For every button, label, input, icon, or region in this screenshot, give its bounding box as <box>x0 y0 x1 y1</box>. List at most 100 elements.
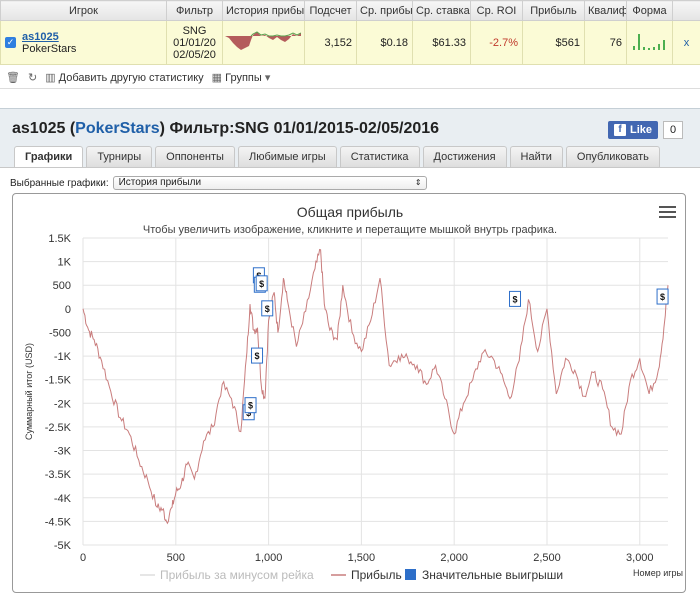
col-avg-profit-header[interactable]: Ср. прибыль <box>357 1 413 21</box>
refresh-icon[interactable]: ↻ <box>28 71 37 84</box>
player-site: PokerStars <box>22 43 76 55</box>
big-win-marker: $ <box>262 301 273 316</box>
avg-roi-cell: -2.7% <box>471 21 523 65</box>
groups-label: Группы <box>225 72 262 84</box>
filter-type: SNG <box>183 25 207 37</box>
player-link[interactable]: as1025 <box>22 31 59 43</box>
col-remove-header <box>673 1 700 21</box>
y-tick-label: -4.5K <box>45 516 72 528</box>
dollar-icon: $ <box>259 279 264 289</box>
col-player-header[interactable]: Игрок <box>1 1 167 21</box>
table-row: ✓ as1025 PokerStars SNG 01/01/20 02/05/2… <box>1 21 700 65</box>
big-win-marker: $ <box>245 398 256 413</box>
filter-from: 01/01/20 <box>173 37 216 49</box>
profit-series-line <box>83 250 668 524</box>
row-checkbox[interactable]: ✓ <box>5 37 16 48</box>
tab-find[interactable]: Найти <box>510 146 563 167</box>
y-tick-label: -3.5K <box>45 469 72 481</box>
tab-bar: Графики Турниры Оппоненты Любимые игры С… <box>14 146 660 167</box>
facebook-like: f Like 0 <box>608 121 683 139</box>
table-toolbar: 🗑 ↻ ▥ Добавить другую статистику ▦ Групп… <box>0 67 700 89</box>
fb-like-button[interactable]: f Like <box>608 121 658 139</box>
x-tick-label: 1,500 <box>348 552 376 564</box>
avg-stake-cell: $61.33 <box>413 21 471 65</box>
tab-graphs[interactable]: Графики <box>14 146 83 167</box>
col-form-header[interactable]: Форма <box>627 1 673 21</box>
legend-rake-label: Прибыль за минусом рейка <box>160 568 314 582</box>
fb-like-count: 0 <box>663 121 683 139</box>
x-tick-label: 2,000 <box>440 552 468 564</box>
chart-title: Общая прибыль <box>297 204 403 220</box>
qualif-cell: 76 <box>585 21 627 65</box>
col-avg-roi-header[interactable]: Ср. ROI <box>471 1 523 21</box>
trash-icon[interactable]: 🗑 <box>6 71 20 84</box>
y-tick-label: -1K <box>54 351 72 363</box>
tab-tournaments[interactable]: Турниры <box>86 146 152 167</box>
y-axis-label: Суммарный итог (USD) <box>24 343 34 440</box>
groups-button[interactable]: ▦ Группы ▾ <box>212 71 271 84</box>
count-cell: 3,152 <box>305 21 357 65</box>
x-tick-label: 0 <box>80 552 86 564</box>
col-filter-header[interactable]: Фильтр <box>167 1 223 21</box>
tab-publish[interactable]: Опубликовать <box>566 146 660 167</box>
x-axis-label: Номер игры <box>633 568 683 578</box>
page-title: as1025 (PokerStars) Фильтр:SNG 01/01/201… <box>12 120 439 138</box>
title-player: as1025 <box>12 120 65 137</box>
y-tick-label: -2.5K <box>45 422 72 434</box>
x-tick-label: 500 <box>167 552 185 564</box>
history-sparkline-cell <box>223 21 305 65</box>
graph-select-value: История прибыли <box>119 177 201 188</box>
y-tick-label: 1K <box>58 257 72 269</box>
table-header-row: Игрок Фильтр История прибыли Подсчет Ср.… <box>1 1 700 21</box>
avg-profit-cell: $0.18 <box>357 21 413 65</box>
add-stats-label: Добавить другую статистику <box>59 72 204 84</box>
player-cell: ✓ as1025 PokerStars <box>1 21 167 65</box>
columns-icon: ▥ <box>45 72 55 84</box>
y-tick-label: -2K <box>54 398 72 410</box>
big-win-marker: $ <box>256 276 267 291</box>
col-history-header[interactable]: История прибыли <box>223 1 305 21</box>
legend-bigwin-label: Значительные выигрыши <box>422 568 563 582</box>
big-win-marker: $ <box>252 348 263 363</box>
tab-achievements[interactable]: Достижения <box>423 146 507 167</box>
tab-statistics[interactable]: Статистика <box>340 146 420 167</box>
graph-select-label: Выбранные графики: <box>10 178 109 189</box>
y-tick-label: 0 <box>65 304 71 316</box>
legend-profit-label: Прибыль <box>351 568 402 582</box>
fb-like-label: Like <box>630 121 652 139</box>
player-panel: as1025 (PokerStars) Фильтр:SNG 01/01/201… <box>0 108 700 599</box>
title-site-link[interactable]: PokerStars <box>75 120 160 137</box>
col-count-header[interactable]: Подсчет <box>305 1 357 21</box>
stats-table: Игрок Фильтр История прибыли Подсчет Ср.… <box>0 0 700 65</box>
title-filter: Фильтр:SNG 01/01/2015-02/05/2016 <box>169 120 439 137</box>
y-tick-label: -5K <box>54 540 72 552</box>
tab-opponents[interactable]: Оппоненты <box>155 146 235 167</box>
y-tick-label: -500 <box>49 327 71 339</box>
select-arrows-icon: ⇕ <box>415 177 422 189</box>
filter-cell: SNG 01/01/20 02/05/20 <box>167 21 223 65</box>
tab-content: Выбранные графики: История прибыли ⇕ Общ… <box>0 167 700 600</box>
dollar-icon: $ <box>513 294 518 304</box>
col-profit-header[interactable]: Прибыль <box>523 1 585 21</box>
big-win-marker: $ <box>657 289 668 304</box>
form-bars <box>631 30 669 52</box>
col-avg-stake-header[interactable]: Ср. ставка <box>413 1 471 21</box>
x-tick-label: 1,000 <box>255 552 283 564</box>
y-tick-label: -3K <box>54 446 72 458</box>
dollar-icon: $ <box>248 401 253 411</box>
facebook-icon: f <box>614 124 626 136</box>
tab-favorite-games[interactable]: Любимые игры <box>238 146 337 167</box>
grid-icon: ▦ <box>212 72 222 84</box>
remove-row-button[interactable]: x <box>673 21 700 65</box>
big-win-marker: $ <box>510 291 521 306</box>
add-stats-button[interactable]: ▥ Добавить другую статистику <box>45 71 203 84</box>
dollar-icon: $ <box>660 292 665 302</box>
chevron-down-icon: ▾ <box>265 72 271 84</box>
y-tick-label: -4K <box>54 493 72 505</box>
chart-menu-icon[interactable] <box>659 206 676 218</box>
dollar-icon: $ <box>255 351 260 361</box>
col-qualif-header[interactable]: Квалиф <box>585 1 627 21</box>
graph-select[interactable]: История прибыли ⇕ <box>113 176 427 190</box>
